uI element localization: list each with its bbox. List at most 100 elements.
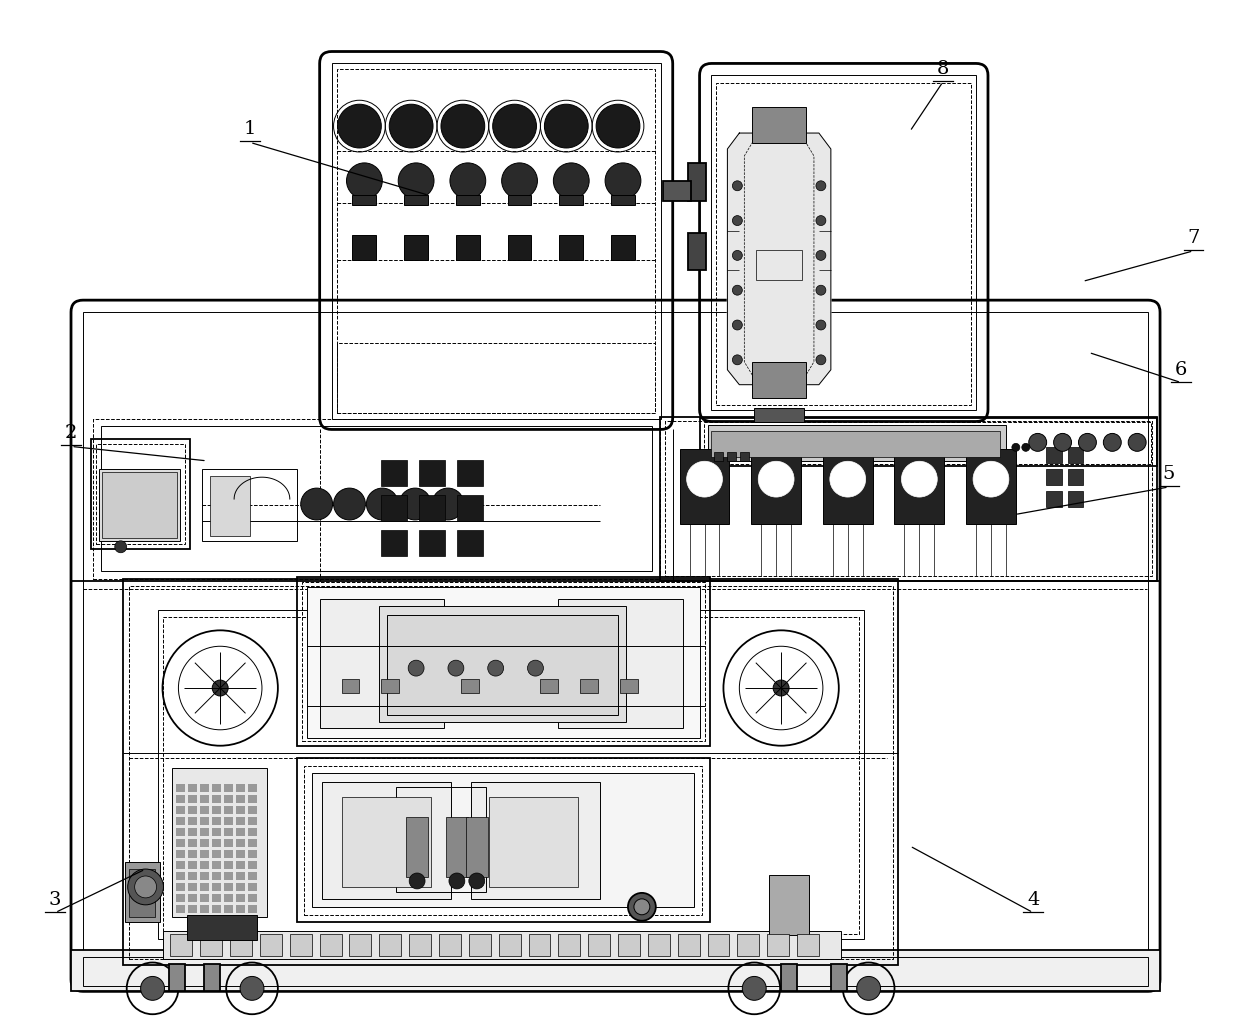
Bar xyxy=(331,63,661,420)
Bar xyxy=(224,861,233,869)
Bar xyxy=(831,964,847,991)
Bar xyxy=(201,785,210,793)
Text: 2: 2 xyxy=(64,425,77,442)
Bar xyxy=(688,232,706,270)
Bar xyxy=(157,610,864,938)
Bar xyxy=(99,469,180,541)
Text: 7: 7 xyxy=(1187,229,1199,247)
Circle shape xyxy=(448,660,464,676)
Circle shape xyxy=(366,488,398,520)
Bar xyxy=(201,894,210,902)
Bar xyxy=(419,461,445,486)
Bar xyxy=(751,449,801,524)
Bar xyxy=(212,861,221,869)
Bar xyxy=(129,869,155,917)
Bar xyxy=(296,577,709,746)
Bar xyxy=(699,419,1157,467)
Bar xyxy=(211,476,250,536)
Bar xyxy=(296,758,709,922)
Bar xyxy=(236,785,246,793)
Bar xyxy=(83,957,1148,986)
Bar xyxy=(236,840,246,847)
Bar xyxy=(188,861,197,869)
Bar xyxy=(212,850,221,858)
Circle shape xyxy=(544,104,588,148)
Bar xyxy=(407,817,428,877)
Bar xyxy=(498,933,521,956)
Bar xyxy=(489,798,578,887)
Circle shape xyxy=(634,899,650,915)
Bar xyxy=(188,796,197,803)
Circle shape xyxy=(502,163,537,199)
Bar xyxy=(528,933,551,956)
Bar xyxy=(224,894,233,902)
Bar xyxy=(188,817,197,825)
Bar xyxy=(188,806,197,814)
Bar xyxy=(170,964,186,991)
Bar xyxy=(248,785,257,793)
Bar xyxy=(201,861,210,869)
Bar xyxy=(738,933,759,956)
Bar xyxy=(456,461,482,486)
Circle shape xyxy=(1012,443,1019,451)
Bar xyxy=(188,894,197,902)
Polygon shape xyxy=(728,133,831,385)
Bar xyxy=(83,312,1148,979)
Bar xyxy=(224,850,233,858)
Bar xyxy=(212,882,221,891)
Bar xyxy=(248,806,257,814)
Bar xyxy=(728,452,737,462)
Bar xyxy=(187,915,257,940)
Circle shape xyxy=(553,163,589,199)
Bar xyxy=(660,417,1157,581)
Bar xyxy=(456,495,482,521)
Text: 5: 5 xyxy=(1163,465,1176,483)
Circle shape xyxy=(901,462,937,497)
Bar xyxy=(224,872,233,880)
Circle shape xyxy=(857,976,880,1001)
Bar xyxy=(260,933,281,956)
Circle shape xyxy=(627,893,656,921)
Circle shape xyxy=(408,660,424,676)
Bar xyxy=(1068,491,1084,507)
Bar xyxy=(201,933,222,956)
Bar xyxy=(123,579,899,965)
Bar xyxy=(352,234,376,261)
Bar xyxy=(1045,469,1061,485)
Bar xyxy=(350,933,371,956)
Bar xyxy=(162,930,841,959)
Bar xyxy=(100,427,652,571)
Bar xyxy=(201,817,210,825)
Circle shape xyxy=(816,180,826,191)
Bar xyxy=(231,933,252,956)
Bar xyxy=(469,933,491,956)
Bar xyxy=(176,850,186,858)
Circle shape xyxy=(1104,433,1121,451)
Text: 8: 8 xyxy=(937,60,950,77)
Circle shape xyxy=(450,163,486,199)
Bar xyxy=(419,530,445,555)
Bar xyxy=(620,679,637,693)
Bar xyxy=(304,765,702,915)
Bar xyxy=(712,431,999,458)
Bar xyxy=(781,964,797,991)
Bar xyxy=(665,422,1152,576)
Circle shape xyxy=(469,873,485,889)
Bar xyxy=(611,234,635,261)
Bar xyxy=(382,495,407,521)
Bar xyxy=(662,180,691,201)
Bar xyxy=(212,796,221,803)
Bar xyxy=(419,495,445,521)
Bar xyxy=(248,796,257,803)
Circle shape xyxy=(774,680,789,696)
Bar xyxy=(212,785,221,793)
Bar xyxy=(176,796,186,803)
Circle shape xyxy=(346,163,382,199)
Bar xyxy=(236,806,246,814)
Bar xyxy=(236,796,246,803)
Bar xyxy=(966,449,1016,524)
Bar xyxy=(559,234,583,261)
Bar xyxy=(341,798,432,887)
Bar xyxy=(224,796,233,803)
Bar xyxy=(172,767,267,917)
